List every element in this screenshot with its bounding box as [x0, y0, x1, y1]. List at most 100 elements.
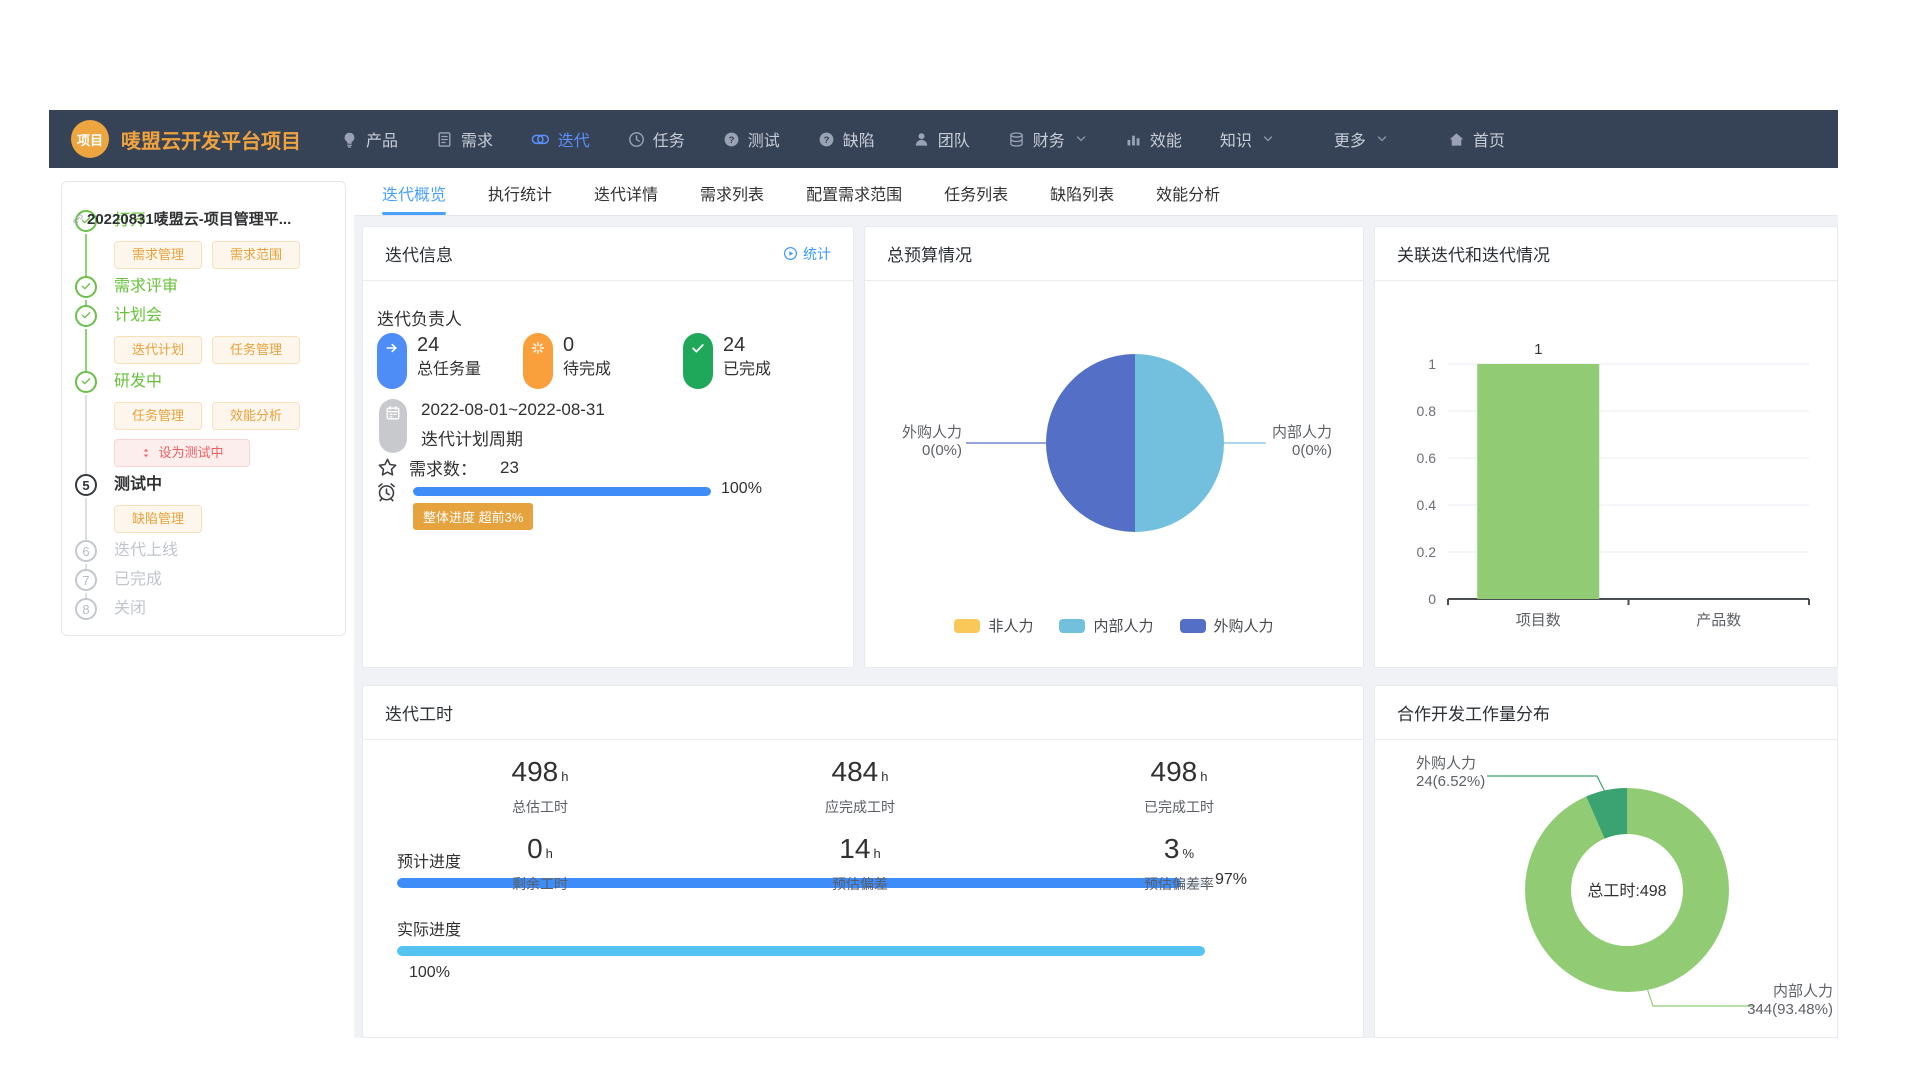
database-icon: [1008, 131, 1025, 148]
actual-progress-pct: 100%: [409, 964, 450, 981]
nav-item-更多[interactable]: 更多: [1334, 127, 1388, 151]
step-buttons: 需求管理 需求范围: [114, 241, 335, 269]
spinner-icon: [530, 340, 546, 356]
requirements-label: 需求数：: [409, 460, 477, 479]
legend-item-外购人力[interactable]: 外购人力: [1179, 615, 1274, 636]
svg-text:0: 0: [1428, 591, 1436, 607]
step-indicator[interactable]: 6: [75, 540, 97, 562]
step-indicator[interactable]: 5: [75, 474, 97, 496]
arrow-right-icon: [384, 340, 400, 356]
nav-item-测试[interactable]: ? 测试: [723, 127, 780, 151]
step-label[interactable]: 已完成: [114, 571, 163, 588]
tab-bar: 迭代概览 执行统计 迭代详情 需求列表 配置需求范围 任务列表 缺陷列表 效能分析: [354, 170, 1838, 216]
step-button-需求范围[interactable]: 需求范围: [212, 241, 300, 269]
svg-text:内部人力: 内部人力: [1272, 424, 1332, 441]
nav-item-知识[interactable]: 知识: [1220, 127, 1274, 151]
hours-value: 498 h: [512, 756, 569, 793]
nav-item-label: 产品: [366, 133, 399, 150]
step-indicator[interactable]: [75, 276, 97, 298]
user-icon: [913, 131, 930, 148]
nav-item-产品[interactable]: 产品: [341, 127, 398, 151]
svg-text:0.2: 0.2: [1417, 544, 1437, 560]
workflow-step-打开: 打开需求管理 需求范围: [74, 210, 335, 278]
check-icon: [80, 309, 92, 324]
step-buttons: 迭代计划 任务管理: [114, 336, 335, 364]
nav-item-任务[interactable]: 任务: [628, 127, 685, 151]
tab-缺陷列表[interactable]: 缺陷列表: [1050, 170, 1114, 215]
nav-item-首页[interactable]: 首页: [1448, 127, 1505, 151]
hours-column: 484 h 应完成工时 14 h 预估偏差: [825, 740, 895, 894]
step-label[interactable]: 迭代上线: [114, 542, 179, 559]
step-label[interactable]: 打开: [114, 212, 147, 229]
hours-number: 14: [839, 833, 871, 864]
nav-item-效能[interactable]: 效能: [1125, 127, 1182, 151]
legend-item-非人力[interactable]: 非人力: [954, 615, 1033, 636]
progress-badge: 整体进度 超前3%: [413, 503, 534, 530]
step-label[interactable]: 测试中: [114, 476, 163, 493]
svg-text:24(6.52%): 24(6.52%): [1416, 773, 1485, 790]
step-indicator[interactable]: [75, 371, 97, 393]
stat-pill: [377, 333, 407, 389]
hours-number: 3: [1163, 833, 1180, 864]
step-label[interactable]: 研发中: [114, 373, 163, 390]
legend-swatch: [1059, 618, 1086, 633]
tab-迭代概览[interactable]: 迭代概览: [382, 170, 447, 215]
step-button-任务管理[interactable]: 任务管理: [114, 402, 202, 430]
stat-总任务量: 24 总任务量: [377, 333, 481, 389]
step-indicator[interactable]: 7: [75, 569, 97, 591]
tab-效能分析[interactable]: 效能分析: [1156, 170, 1220, 215]
tab-任务列表[interactable]: 任务列表: [944, 170, 1008, 215]
hours-value: 498 h: [1144, 756, 1214, 793]
svg-text:1: 1: [1428, 356, 1436, 372]
stat-待完成: 0 待完成: [523, 333, 611, 389]
tab-需求列表[interactable]: 需求列表: [700, 170, 764, 215]
stats-link[interactable]: 统计: [783, 244, 831, 264]
distribution-card: 合作开发工作量分布 总工时:498 外购人力 24(6.52%) 内部人力 344(93…: [1374, 685, 1838, 1038]
tab-label: 执行统计: [488, 186, 553, 204]
actual-progress-bar: [397, 946, 1205, 956]
step-button-缺陷管理[interactable]: 缺陷管理: [114, 505, 202, 533]
star-icon: [377, 457, 398, 478]
step-button-迭代计划[interactable]: 迭代计划: [114, 336, 202, 364]
step-connector: [85, 593, 87, 600]
workflow-step-关闭: 8 关闭: [74, 598, 335, 620]
step-button-效能分析[interactable]: 效能分析: [212, 402, 300, 430]
planned-progress-pct: 97%: [1215, 871, 1248, 888]
step-button-需求管理[interactable]: 需求管理: [114, 241, 202, 269]
owner-label: 迭代负责人: [377, 310, 462, 329]
check-icon: [80, 375, 92, 390]
tab-配置需求范围[interactable]: 配置需求范围: [806, 170, 902, 215]
legend-item-内部人力[interactable]: 内部人力: [1059, 615, 1154, 636]
hours-value: 3%: [1144, 833, 1214, 870]
tab-迭代详情[interactable]: 迭代详情: [594, 170, 658, 215]
svg-text:0.6: 0.6: [1417, 450, 1437, 466]
step-indicator[interactable]: 8: [75, 598, 97, 620]
document-icon: [436, 131, 453, 148]
workflow-step-计划会: 计划会迭代计划 任务管理: [74, 305, 335, 373]
step-indicator[interactable]: [75, 305, 97, 327]
step-label[interactable]: 关闭: [114, 600, 147, 617]
chevron-down-icon: [1262, 133, 1274, 145]
calendar-icon: [385, 405, 401, 421]
step-label[interactable]: 计划会: [114, 307, 163, 324]
card-title: 迭代工时: [385, 705, 453, 724]
step-buttons: 任务管理 效能分析: [114, 402, 335, 430]
step-indicator[interactable]: [75, 210, 97, 232]
app-logo[interactable]: 项目: [71, 120, 109, 158]
tab-执行统计[interactable]: 执行统计: [488, 170, 552, 215]
link-icon: [72, 213, 84, 225]
svg-text:0.4: 0.4: [1417, 497, 1437, 513]
nav-item-财务[interactable]: 财务: [1008, 127, 1087, 151]
chevron-down-icon: [1075, 133, 1087, 145]
step-button-任务管理[interactable]: 任务管理: [212, 336, 300, 364]
step-label[interactable]: 需求评审: [114, 278, 179, 295]
step-action-button[interactable]: 设为测试中: [114, 439, 250, 467]
hours-value: 484 h: [825, 756, 895, 793]
nav-item-需求[interactable]: 需求: [436, 127, 493, 151]
nav-item-团队[interactable]: 团队: [913, 127, 970, 151]
nav-item-迭代[interactable]: 迭代: [531, 127, 590, 151]
nav-item-缺陷[interactable]: ? 缺陷: [818, 127, 875, 151]
step-buttons: 缺陷管理: [114, 505, 335, 533]
svg-text:?: ?: [823, 134, 829, 145]
